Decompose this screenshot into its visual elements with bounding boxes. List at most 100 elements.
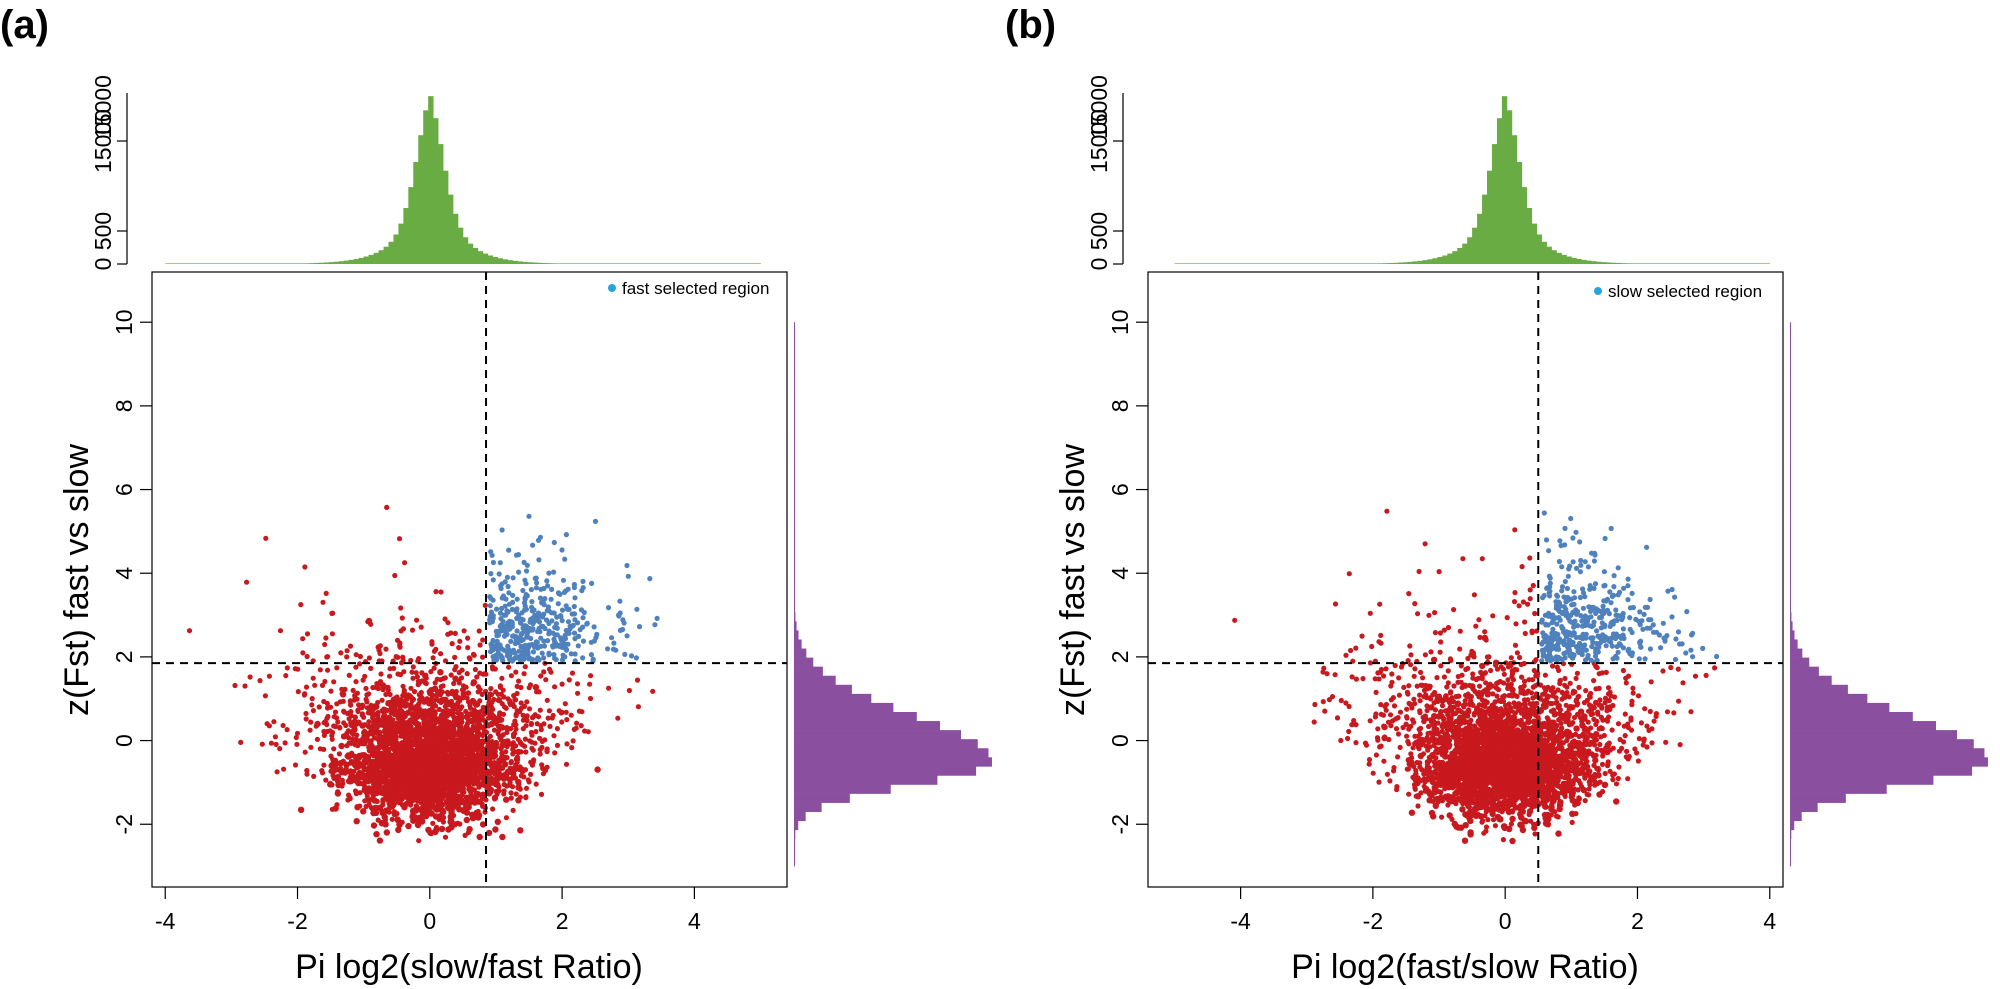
data-point — [474, 730, 482, 737]
data-point — [523, 715, 529, 721]
top-histogram-bar — [1506, 110, 1513, 264]
selected-data-point — [622, 651, 628, 658]
data-point — [552, 684, 558, 690]
data-point — [389, 784, 396, 792]
data-point — [515, 797, 522, 804]
data-point — [331, 679, 337, 685]
data-point — [280, 722, 286, 729]
top-histogram-tick-label: 15000 — [1086, 75, 1112, 139]
selected-data-point — [532, 612, 538, 618]
data-point — [379, 736, 386, 743]
data-point — [488, 743, 495, 750]
data-point — [435, 738, 443, 745]
top-histogram-tick-label: 15000 — [90, 109, 116, 173]
data-point — [473, 718, 480, 725]
data-point — [1426, 723, 1432, 730]
data-point — [488, 686, 494, 692]
data-point — [411, 689, 418, 695]
selected-data-point — [490, 597, 496, 603]
data-point — [375, 644, 381, 650]
data-point — [413, 783, 420, 790]
data-point — [1649, 740, 1655, 746]
top-histogram-bar — [725, 263, 732, 264]
data-point — [470, 711, 478, 718]
side-histogram-bar — [794, 566, 795, 577]
data-point — [359, 702, 366, 709]
data-point — [395, 701, 401, 707]
data-point — [464, 671, 470, 677]
top-histogram-bar — [1248, 263, 1255, 264]
selected-data-point — [552, 632, 558, 638]
data-point — [344, 648, 350, 654]
data-point — [272, 734, 278, 740]
data-point — [473, 701, 480, 708]
data-point — [479, 794, 487, 801]
top-histogram-bar — [750, 263, 756, 264]
data-point — [415, 729, 422, 736]
selected-data-point — [490, 577, 496, 583]
selected-data-point — [580, 638, 587, 644]
data-point — [1428, 649, 1434, 655]
data-point — [478, 771, 486, 778]
data-point — [490, 706, 496, 712]
data-point — [430, 820, 436, 826]
data-point — [324, 705, 331, 711]
data-point — [487, 733, 493, 739]
data-point — [1373, 689, 1379, 696]
data-point — [470, 760, 477, 767]
side-histogram-bar — [794, 530, 795, 541]
data-point — [271, 719, 277, 725]
data-point — [372, 804, 379, 811]
selected-data-point — [546, 652, 552, 658]
data-point — [501, 694, 507, 700]
top-histogram-bar — [1243, 263, 1250, 264]
side-histogram-bar — [794, 811, 806, 822]
data-point — [413, 670, 419, 676]
top-histogram-bar — [720, 263, 727, 264]
top-histogram-bar — [631, 263, 637, 264]
data-point — [360, 808, 367, 815]
selected-data-point — [523, 568, 530, 574]
side-histogram-bar — [794, 621, 797, 631]
data-point — [534, 721, 540, 727]
top-histogram-bar — [1705, 263, 1711, 264]
selected-data-point — [624, 562, 630, 569]
data-point — [347, 796, 353, 802]
data-point — [453, 688, 459, 695]
data-point — [283, 673, 289, 679]
top-histogram-bar — [1561, 254, 1567, 264]
data-point — [378, 777, 385, 784]
top-histogram-bar — [1501, 96, 1508, 264]
data-point — [1369, 643, 1375, 650]
data-point — [469, 815, 477, 822]
data-point — [324, 654, 330, 660]
data-point — [345, 777, 353, 785]
data-point — [397, 712, 404, 719]
selected-data-point — [616, 613, 622, 619]
top-histogram-bar — [502, 259, 508, 264]
data-point — [390, 696, 397, 703]
data-point — [485, 829, 493, 837]
side-histogram-bar — [794, 576, 795, 586]
y-tick-label: 4 — [111, 567, 137, 580]
data-point — [392, 769, 399, 777]
data-point — [1346, 571, 1352, 577]
selected-data-point — [506, 652, 513, 658]
data-point — [387, 761, 394, 768]
side-histogram-bar — [794, 648, 807, 658]
data-point — [1418, 669, 1424, 676]
selected-data-point — [534, 657, 541, 663]
data-point — [303, 716, 309, 722]
data-point — [304, 653, 310, 660]
data-point — [268, 740, 274, 746]
top-histogram-bar — [1740, 263, 1746, 264]
top-histogram-bar — [676, 263, 682, 264]
top-histogram-bar — [175, 263, 181, 264]
top-histogram-bar — [452, 213, 459, 264]
side-histogram-bar — [794, 802, 822, 812]
data-point — [483, 671, 489, 677]
data-point — [511, 722, 517, 728]
data-point — [499, 724, 506, 731]
side-histogram-bar — [794, 403, 795, 414]
